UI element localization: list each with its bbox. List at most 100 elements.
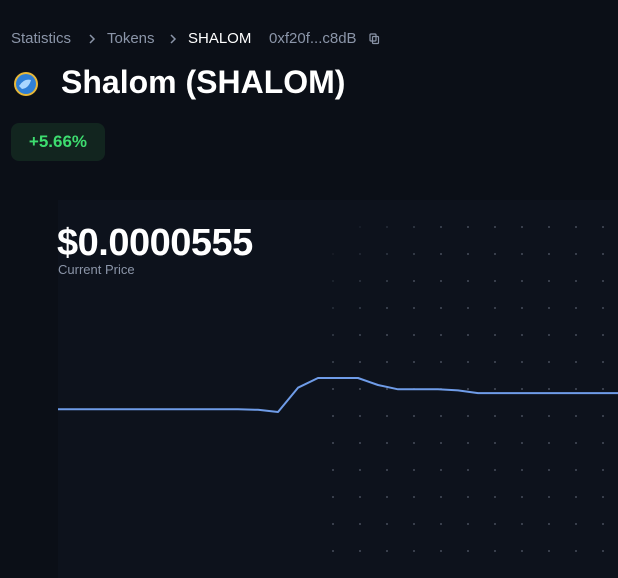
grid-dot xyxy=(332,253,334,255)
grid-dot xyxy=(521,388,523,390)
grid-dot xyxy=(359,226,361,228)
grid-dot xyxy=(440,496,442,498)
grid-dot xyxy=(548,334,550,336)
grid-dot xyxy=(575,253,577,255)
chart-area xyxy=(58,200,618,578)
grid-dot xyxy=(440,307,442,309)
grid-dot xyxy=(494,469,496,471)
grid-dot xyxy=(521,253,523,255)
grid-dot xyxy=(575,415,577,417)
grid-dot xyxy=(386,442,388,444)
price-line xyxy=(58,377,618,413)
grid-dot xyxy=(575,361,577,363)
token-address[interactable]: 0xf20f...c8dB xyxy=(269,30,357,47)
grid-dot xyxy=(386,415,388,417)
grid-dot xyxy=(467,334,469,336)
current-price: $0.0000555 xyxy=(57,222,253,264)
grid-dot xyxy=(332,334,334,336)
grid-dot xyxy=(386,334,388,336)
grid-dot xyxy=(548,496,550,498)
grid-dot xyxy=(440,469,442,471)
grid-dot xyxy=(521,361,523,363)
grid-dot xyxy=(467,307,469,309)
dot-grid xyxy=(332,226,604,552)
grid-dot xyxy=(332,388,334,390)
grid-dot xyxy=(548,469,550,471)
grid-dot xyxy=(413,307,415,309)
grid-dot xyxy=(386,280,388,282)
grid-dot xyxy=(602,415,604,417)
grid-dot xyxy=(332,361,334,363)
grid-dot xyxy=(359,253,361,255)
grid-dot xyxy=(386,253,388,255)
grid-dot xyxy=(575,496,577,498)
breadcrumb-current: SHALOM xyxy=(188,30,252,47)
grid-dot xyxy=(413,253,415,255)
chevron xyxy=(170,34,177,44)
grid-dot xyxy=(440,280,442,282)
grid-dot xyxy=(602,550,604,552)
grid-dot xyxy=(602,307,604,309)
grid-dot xyxy=(359,496,361,498)
grid-dot xyxy=(548,523,550,525)
grid-dot xyxy=(440,361,442,363)
grid-dot xyxy=(413,415,415,417)
grid-dot xyxy=(548,442,550,444)
grid-dot xyxy=(467,388,469,390)
grid-dot xyxy=(548,415,550,417)
grid-dot xyxy=(602,253,604,255)
grid-dot xyxy=(521,226,523,228)
grid-dot xyxy=(521,415,523,417)
grid-dot xyxy=(332,307,334,309)
grid-dot xyxy=(548,253,550,255)
breadcrumb-link[interactable]: Statistics xyxy=(11,30,72,47)
grid-dot xyxy=(494,226,496,228)
grid-dot xyxy=(575,334,577,336)
grid-dot xyxy=(467,253,469,255)
grid-dot xyxy=(440,523,442,525)
grid-dot xyxy=(521,307,523,309)
grid-dot xyxy=(521,442,523,444)
token-logo xyxy=(14,72,38,96)
grid-dot xyxy=(332,469,334,471)
grid-dot xyxy=(494,388,496,390)
grid-dot xyxy=(332,415,334,417)
grid-dot xyxy=(440,442,442,444)
grid-dot xyxy=(494,523,496,525)
grid-dot xyxy=(548,361,550,363)
grid-dot xyxy=(359,307,361,309)
grid-dot xyxy=(548,307,550,309)
grid-dot xyxy=(413,523,415,525)
grid-dot xyxy=(359,280,361,282)
grid-dot xyxy=(413,280,415,282)
grid-dot xyxy=(440,334,442,336)
grid-dot xyxy=(521,550,523,552)
grid-dot xyxy=(467,280,469,282)
grid-dot xyxy=(386,361,388,363)
grid-dot xyxy=(413,361,415,363)
grid-dot xyxy=(359,550,361,552)
grid-dot xyxy=(575,523,577,525)
grid-dot xyxy=(494,253,496,255)
grid-dot xyxy=(602,469,604,471)
grid-dot xyxy=(602,496,604,498)
grid-dot xyxy=(440,226,442,228)
price-label: Current Price xyxy=(58,262,135,277)
grid-dot xyxy=(467,550,469,552)
grid-dot xyxy=(494,361,496,363)
grid-dot xyxy=(440,550,442,552)
grid-dot xyxy=(548,226,550,228)
breadcrumb-link[interactable]: Tokens xyxy=(107,30,155,47)
grid-dot xyxy=(548,280,550,282)
grid-dot xyxy=(413,496,415,498)
grid-dot xyxy=(575,226,577,228)
grid-dot xyxy=(440,415,442,417)
grid-dot xyxy=(467,469,469,471)
grid-dot xyxy=(413,442,415,444)
grid-dot xyxy=(494,442,496,444)
grid-dot xyxy=(575,280,577,282)
grid-dot xyxy=(359,388,361,390)
grid-dot xyxy=(494,496,496,498)
grid-dot xyxy=(521,496,523,498)
